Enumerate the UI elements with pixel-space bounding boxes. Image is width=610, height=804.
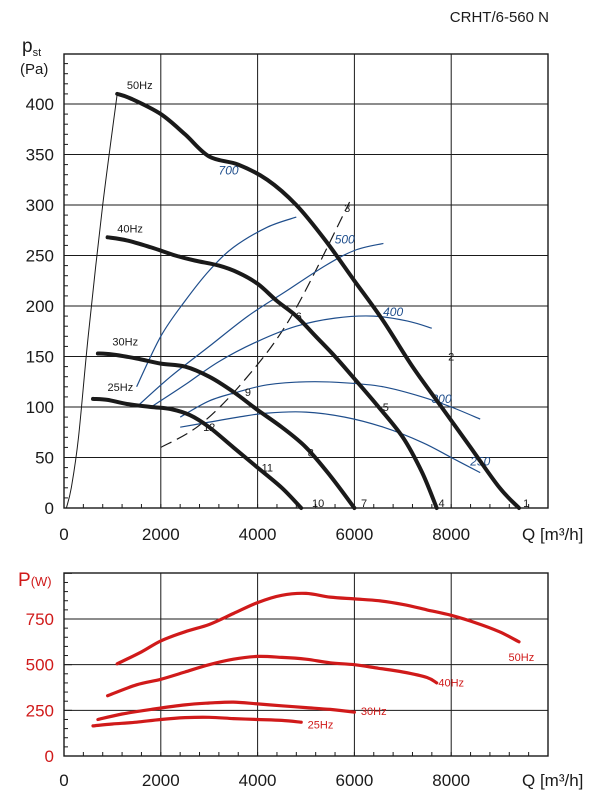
op-point-label-2: 2 <box>448 352 454 364</box>
fan-curve-label-50Hz: 50Hz <box>127 80 153 92</box>
flow-tick-label-bottom: 6000 <box>335 771 373 790</box>
power-symbol: P <box>18 570 31 591</box>
isoline-250 <box>180 411 481 474</box>
op-point-label-6: 6 <box>296 311 302 323</box>
flow-tick-label-top: 2000 <box>142 525 180 544</box>
power-grid: 0 250 500 750 0 2000 4000 6000 8000 <box>26 572 549 790</box>
power-curve-40Hz <box>106 654 439 698</box>
power-curve-label-25Hz: 25Hz <box>308 720 334 732</box>
flow-tick-label-top: 6000 <box>335 525 373 544</box>
fan-curve-30Hz <box>95 351 357 510</box>
flow-axis-label-top: Q [m³/h] <box>522 525 583 544</box>
power-curve-label-50Hz: 50Hz <box>509 652 535 664</box>
pressure-tick-label: 200 <box>26 297 54 316</box>
pressure-subscript: st <box>33 47 42 59</box>
flow-tick-label-bottom: 8000 <box>432 771 470 790</box>
pressure-tick-label: 150 <box>26 348 54 367</box>
power-curve-25Hz <box>91 715 303 728</box>
chart-labels: CRHT/6-560 N pst (Pa) Q [m³/h] P(W) Q [m… <box>18 9 583 790</box>
power-curve-label-30Hz: 30Hz <box>361 706 387 718</box>
isoline-label-500: 500 <box>335 232 355 246</box>
op-point-label-3: 3 <box>344 203 350 215</box>
power-tick-label: 250 <box>26 701 54 720</box>
op-point-label-11: 11 <box>262 463 273 475</box>
power-tick-label: 0 <box>45 747 54 766</box>
op-point-label-5: 5 <box>383 402 389 414</box>
pressure-axis-label: pst <box>22 36 41 59</box>
system-curve <box>65 93 118 509</box>
pressure-tick-label: 50 <box>35 449 54 468</box>
op-point-label-8: 8 <box>308 447 314 459</box>
fan-curve-50Hz <box>115 91 521 510</box>
isoline-label-400: 400 <box>383 305 403 319</box>
flow-tick-label-top: 8000 <box>432 525 470 544</box>
op-point-label-4: 4 <box>438 498 444 510</box>
power-curve-50Hz <box>115 591 521 666</box>
pressure-tick-label: 350 <box>26 146 54 165</box>
flow-tick-label-top: 4000 <box>239 525 277 544</box>
chart-title: CRHT/6-560 N <box>450 9 549 26</box>
op-point-label-12: 12 <box>203 422 215 434</box>
flow-tick-label-bottom: 0 <box>59 771 68 790</box>
isoline-700 <box>136 216 297 388</box>
pressure-tick-label: 300 <box>26 196 54 215</box>
pressure-plot-frame <box>63 53 549 509</box>
pressure-tick-label: 400 <box>26 95 54 114</box>
fan-curve-label-30Hz: 30Hz <box>112 336 138 348</box>
isoline-label-700: 700 <box>219 164 239 178</box>
op-point-label-9: 9 <box>245 387 251 399</box>
fan-curve-label-40Hz: 40Hz <box>117 223 143 235</box>
power-series: 50Hz 40Hz 30Hz 25Hz <box>91 591 535 732</box>
power-axis-label: P(W) <box>18 570 52 591</box>
pressure-tick-label: 0 <box>45 499 54 518</box>
isoline-500 <box>136 242 384 408</box>
power-tick-label: 500 <box>26 656 54 675</box>
pressure-tick-label: 100 <box>26 398 54 417</box>
op-point-label-7: 7 <box>361 498 367 510</box>
power-curve-30Hz <box>96 700 356 722</box>
flow-tick-label-bottom: 4000 <box>239 771 277 790</box>
op-point-label-1: 1 <box>523 498 529 510</box>
op-point-label-10: 10 <box>312 498 324 510</box>
power-unit: (W) <box>31 574 52 589</box>
pressure-unit: (Pa) <box>20 61 48 78</box>
fan-curve-40Hz <box>105 235 439 510</box>
fan-curve-25Hz <box>91 396 304 510</box>
flow-axis-label-bottom: Q [m³/h] <box>522 771 583 790</box>
power-tick-label: 750 <box>26 610 54 629</box>
fan-curve-label-25Hz: 25Hz <box>108 382 134 394</box>
flow-tick-label-top: 0 <box>59 525 68 544</box>
power-curve-label-40Hz: 40Hz <box>438 678 464 690</box>
pressure-series: 70050040030025050Hz40Hz30Hz25Hz123456789… <box>65 80 529 510</box>
isoline-400 <box>150 315 432 408</box>
pressure-symbol: p <box>22 36 33 57</box>
flow-tick-label-bottom: 2000 <box>142 771 180 790</box>
pressure-tick-label: 250 <box>26 247 54 266</box>
